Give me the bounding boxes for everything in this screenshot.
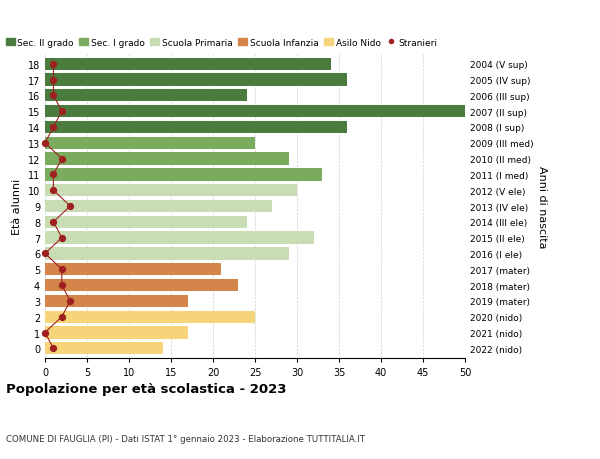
Point xyxy=(49,345,58,352)
Bar xyxy=(45,327,188,339)
Point xyxy=(57,313,67,321)
Point xyxy=(49,92,58,100)
Point xyxy=(40,250,50,257)
Y-axis label: Anni di nascita: Anni di nascita xyxy=(538,165,547,248)
Point xyxy=(49,77,58,84)
Point xyxy=(49,187,58,195)
Point xyxy=(57,282,67,289)
Bar xyxy=(45,201,272,213)
Legend: Sec. II grado, Sec. I grado, Scuola Primaria, Scuola Infanzia, Asilo Nido, Stran: Sec. II grado, Sec. I grado, Scuola Prim… xyxy=(6,39,437,48)
Bar xyxy=(45,106,473,118)
Text: Popolazione per età scolastica - 2023: Popolazione per età scolastica - 2023 xyxy=(6,382,287,396)
Bar xyxy=(45,185,297,197)
Bar xyxy=(45,122,347,134)
Point xyxy=(57,266,67,274)
Bar xyxy=(45,58,331,71)
Point xyxy=(40,329,50,336)
Bar xyxy=(45,263,221,276)
Point xyxy=(57,156,67,163)
Point xyxy=(65,203,75,210)
Text: COMUNE DI FAUGLIA (PI) - Dati ISTAT 1° gennaio 2023 - Elaborazione TUTTITALIA.IT: COMUNE DI FAUGLIA (PI) - Dati ISTAT 1° g… xyxy=(6,434,365,442)
Point xyxy=(49,124,58,131)
Bar xyxy=(45,169,322,181)
Bar xyxy=(45,90,247,102)
Bar xyxy=(45,311,255,323)
Y-axis label: Età alunni: Età alunni xyxy=(12,179,22,235)
Bar xyxy=(45,248,289,260)
Point xyxy=(57,235,67,242)
Bar xyxy=(45,295,188,308)
Bar xyxy=(45,74,347,86)
Bar xyxy=(45,342,163,355)
Point xyxy=(49,61,58,68)
Bar xyxy=(45,153,289,165)
Point xyxy=(40,140,50,147)
Bar xyxy=(45,232,314,244)
Bar xyxy=(45,137,255,150)
Point xyxy=(57,108,67,116)
Point xyxy=(65,297,75,305)
Bar xyxy=(45,279,238,291)
Bar xyxy=(45,216,247,229)
Point xyxy=(49,218,58,226)
Point xyxy=(49,171,58,179)
